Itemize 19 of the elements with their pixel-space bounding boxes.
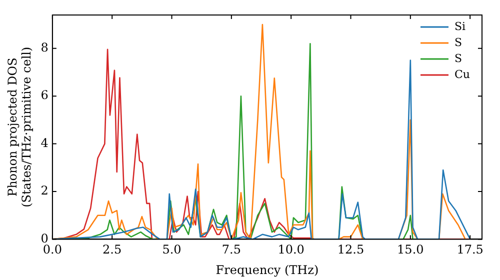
y-tick-label: 6 — [40, 88, 48, 102]
x-tick-label: 0.0 — [42, 242, 62, 257]
x-tick-label: 17.5 — [456, 242, 484, 257]
x-tick-label: 7.5 — [222, 242, 241, 257]
legend-label: S — [454, 52, 462, 65]
x-tick-label: 15.0 — [397, 242, 424, 257]
x-tick-label: 12.5 — [337, 242, 364, 257]
x-tick-label: 5.0 — [162, 242, 182, 257]
legend-label: S — [454, 36, 462, 49]
x-tick-label: 2.5 — [102, 242, 122, 257]
legend-label: Si — [454, 20, 466, 33]
y-tick-label: 0 — [40, 231, 48, 246]
y-tick-label: 2 — [40, 184, 48, 198]
y-tick-label: 4 — [40, 136, 49, 150]
x-axis-title: Frequency (THz) — [216, 262, 319, 277]
legend-label: Cu — [454, 68, 470, 81]
x-tick-label: 10.0 — [278, 242, 304, 257]
y-axis-title: Phonon projected DOS (States/THz·primitive cell) — [5, 46, 34, 208]
y-tick-label: 8 — [40, 40, 48, 55]
